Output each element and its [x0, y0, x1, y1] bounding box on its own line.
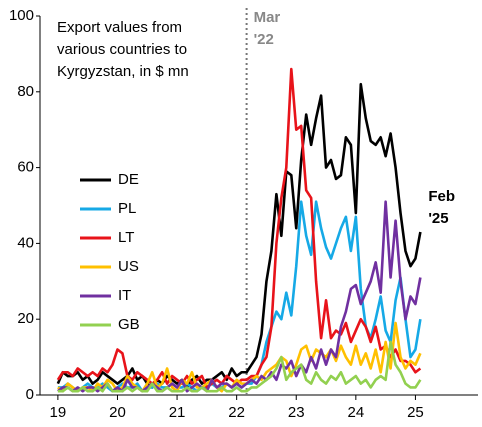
y-tick-label: 60: [17, 159, 34, 176]
x-tick-label: 24: [347, 404, 364, 421]
y-tick-label: 40: [17, 234, 34, 251]
y-tick-label: 80: [17, 83, 34, 100]
legend-label: DE: [118, 171, 139, 188]
annotation: Feb '25: [428, 188, 456, 227]
legend-label: LT: [118, 229, 134, 246]
legend-label: PL: [118, 200, 136, 217]
x-tick-label: 22: [228, 404, 245, 421]
series-line: [56, 82, 422, 389]
x-tick-label: 25: [407, 404, 424, 421]
series-line: [57, 200, 422, 393]
x-tick-label: 21: [169, 404, 186, 421]
y-tick-label: 20: [17, 310, 34, 327]
x-tick-label: 19: [50, 404, 67, 421]
x-tick-label: 20: [109, 404, 126, 421]
legend-label: IT: [118, 287, 131, 304]
annotation: Mar '22: [253, 9, 281, 48]
y-tick-label: 0: [26, 386, 34, 403]
chart-title: Export values from various countries to …: [57, 19, 189, 80]
y-tick-label: 100: [9, 7, 34, 24]
legend-label: US: [118, 258, 139, 275]
legend-label: GB: [118, 316, 140, 333]
series-line: [57, 340, 422, 393]
x-tick-label: 23: [288, 404, 305, 421]
